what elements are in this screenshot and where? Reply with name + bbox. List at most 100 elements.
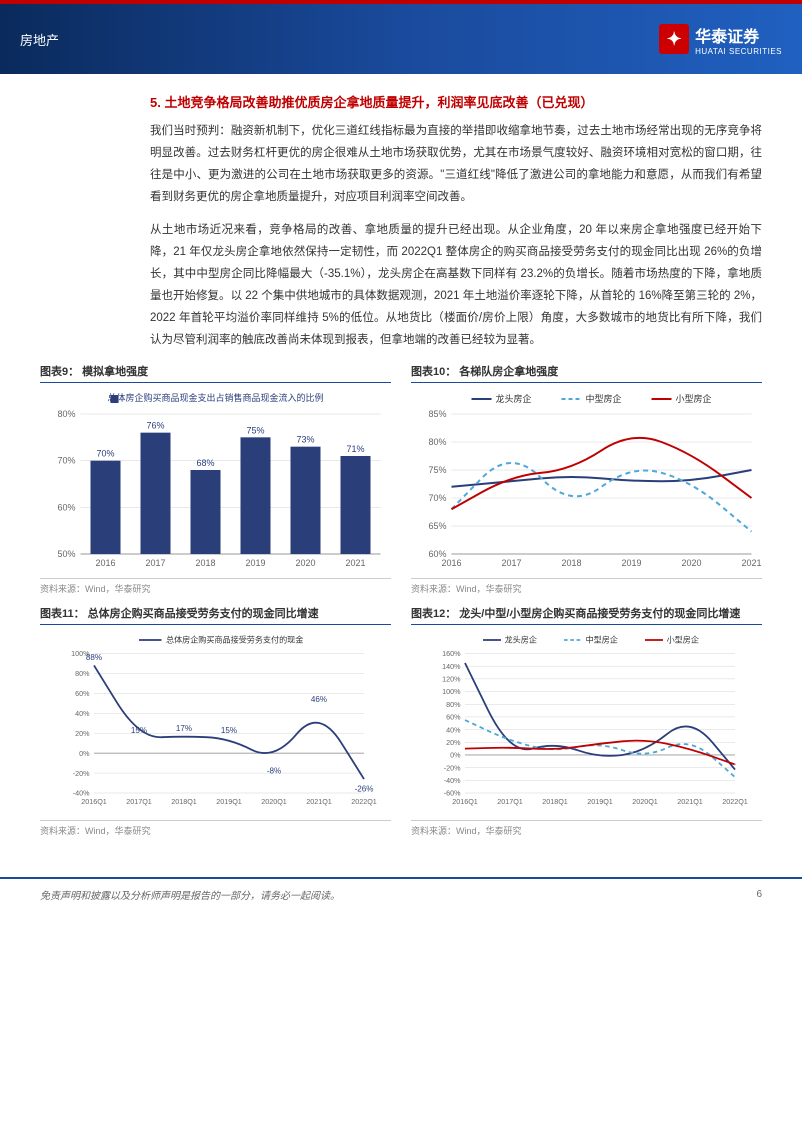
svg-text:40%: 40% — [75, 709, 90, 718]
svg-text:70%: 70% — [57, 456, 75, 466]
svg-text:46%: 46% — [311, 695, 327, 704]
footer-disclaimer: 免责声明和披露以及分析师声明是报告的一部分，请务必一起阅读。 — [40, 887, 340, 902]
page-header: 房地产 ✦ 华泰证券 HUATAI SECURITIES — [0, 4, 802, 74]
svg-text:2019Q1: 2019Q1 — [216, 797, 242, 806]
svg-text:88%: 88% — [86, 653, 102, 662]
svg-text:2019: 2019 — [621, 558, 641, 568]
svg-text:40%: 40% — [446, 726, 461, 735]
svg-text:75%: 75% — [246, 426, 264, 436]
svg-text:60%: 60% — [75, 689, 90, 698]
svg-text:龙头房企: 龙头房企 — [496, 393, 532, 404]
svg-text:-40%: -40% — [444, 776, 461, 785]
svg-text:2018Q1: 2018Q1 — [171, 797, 197, 806]
svg-text:2016: 2016 — [441, 558, 461, 568]
svg-text:85%: 85% — [428, 409, 446, 419]
svg-text:15%: 15% — [131, 726, 147, 735]
svg-text:76%: 76% — [146, 421, 164, 431]
svg-text:中型房企: 中型房企 — [586, 393, 622, 404]
chart-11-source: 资料来源：Wind，华泰研究 — [40, 820, 391, 837]
svg-text:小型房企: 小型房企 — [667, 635, 699, 645]
main-content: 5. 土地竞争格局改善助推优质房企拿地质量提升，利润率见底改善（已兑现） 我们当… — [0, 74, 802, 847]
svg-text:2022Q1: 2022Q1 — [351, 797, 377, 806]
svg-text:2021: 2021 — [345, 558, 365, 568]
svg-text:0%: 0% — [450, 751, 461, 760]
svg-text:2018: 2018 — [561, 558, 581, 568]
svg-text:总体房企购买商品现金支出占销售商品现金流入的比例: 总体房企购买商品现金支出占销售商品现金流入的比例 — [107, 392, 323, 403]
svg-text:2018: 2018 — [195, 558, 215, 568]
section-num: 5. — [150, 95, 161, 110]
chart-12: 图表12： 龙头/中型/小型房企购买商品接受劳务支付的现金同比增速 龙头房企中型… — [411, 605, 762, 837]
footer-page: 6 — [756, 889, 762, 900]
svg-text:2016Q1: 2016Q1 — [81, 797, 107, 806]
chart-12-title: 图表12： 龙头/中型/小型房企购买商品接受劳务支付的现金同比增速 — [411, 605, 762, 625]
svg-text:-26%: -26% — [355, 785, 374, 794]
svg-text:2020: 2020 — [681, 558, 701, 568]
svg-text:20%: 20% — [446, 738, 461, 747]
svg-text:总体房企购买商品接受劳务支付的现金: 总体房企购买商品接受劳务支付的现金 — [166, 635, 303, 645]
svg-text:2016: 2016 — [95, 558, 115, 568]
logo-en: HUATAI SECURITIES — [695, 47, 782, 56]
svg-text:140%: 140% — [442, 662, 461, 671]
svg-text:-20%: -20% — [73, 769, 90, 778]
chart-9-source: 资料来源：Wind，华泰研究 — [40, 578, 391, 595]
svg-text:60%: 60% — [57, 503, 75, 513]
svg-text:2021: 2021 — [741, 558, 761, 568]
chart-11-svg: 总体房企购买商品接受劳务支付的现金 -40%-20%0%20%40%60%80%… — [40, 631, 391, 811]
svg-text:15%: 15% — [221, 726, 237, 735]
svg-text:70%: 70% — [96, 449, 114, 459]
header-logo: ✦ 华泰证券 HUATAI SECURITIES — [659, 23, 782, 56]
svg-text:龙头房企: 龙头房企 — [505, 635, 537, 645]
svg-text:2016Q1: 2016Q1 — [452, 797, 478, 806]
section-text: 土地竞争格局改善助推优质房企拿地质量提升，利润率见底改善（已兑现） — [164, 95, 593, 110]
chart-9: 图表9： 模拟拿地强度 总体房企购买商品现金支出占销售商品现金流入的比例 50%… — [40, 363, 391, 595]
svg-text:-8%: -8% — [267, 767, 281, 776]
svg-text:75%: 75% — [428, 465, 446, 475]
svg-text:160%: 160% — [442, 650, 461, 659]
chart-9-title: 图表9： 模拟拿地强度 — [40, 363, 391, 383]
svg-text:80%: 80% — [57, 409, 75, 419]
svg-text:70%: 70% — [428, 493, 446, 503]
paragraph-2: 从土地市场近况来看，竞争格局的改善、拿地质量的提升已经出现。从企业角度，20 年… — [150, 220, 762, 351]
svg-text:2019Q1: 2019Q1 — [587, 797, 613, 806]
svg-text:2017: 2017 — [145, 558, 165, 568]
svg-text:120%: 120% — [442, 675, 461, 684]
svg-text:2017: 2017 — [501, 558, 521, 568]
svg-text:2018Q1: 2018Q1 — [542, 797, 568, 806]
svg-text:60%: 60% — [446, 713, 461, 722]
chart-10-title: 图表10： 各梯队房企拿地强度 — [411, 363, 762, 383]
svg-text:2020Q1: 2020Q1 — [632, 797, 658, 806]
chart-10: 图表10： 各梯队房企拿地强度 龙头房企中型房企小型房企 60%65%70%75… — [411, 363, 762, 595]
section-title: 5. 土地竞争格局改善助推优质房企拿地质量提升，利润率见底改善（已兑现） — [150, 92, 762, 111]
logo-cn: 华泰证券 — [695, 23, 782, 47]
logo-text: 华泰证券 HUATAI SECURITIES — [695, 23, 782, 56]
svg-text:2017Q1: 2017Q1 — [126, 797, 152, 806]
chart-10-source: 资料来源：Wind，华泰研究 — [411, 578, 762, 595]
chart-12-svg: 龙头房企中型房企小型房企 -60%-40%-20%0%20%40%60%80%1… — [411, 631, 762, 811]
chart-11-title: 图表11： 总体房企购买商品接受劳务支付的现金同比增速 — [40, 605, 391, 625]
svg-text:80%: 80% — [446, 700, 461, 709]
chart-10-svg: 龙头房企中型房企小型房企 60%65%70%75%80%85% 20162017… — [411, 389, 762, 569]
header-category: 房地产 — [20, 30, 59, 49]
svg-text:2021Q1: 2021Q1 — [677, 797, 703, 806]
page-footer: 免责声明和披露以及分析师声明是报告的一部分，请务必一起阅读。 6 — [0, 877, 802, 910]
svg-text:80%: 80% — [428, 437, 446, 447]
svg-text:2017Q1: 2017Q1 — [497, 797, 523, 806]
svg-text:2021Q1: 2021Q1 — [306, 797, 332, 806]
chart-11: 图表11： 总体房企购买商品接受劳务支付的现金同比增速 总体房企购买商品接受劳务… — [40, 605, 391, 837]
paragraph-1: 我们当时预判：融资新机制下，优化三道红线指标最为直接的举措即收缩拿地节奏，过去土… — [150, 121, 762, 208]
chart-12-source: 资料来源：Wind，华泰研究 — [411, 820, 762, 837]
chart-9-svg: 总体房企购买商品现金支出占销售商品现金流入的比例 50%60%70%80% 70… — [40, 389, 391, 569]
svg-text:2022Q1: 2022Q1 — [722, 797, 748, 806]
svg-text:2019: 2019 — [245, 558, 265, 568]
svg-text:100%: 100% — [442, 688, 461, 697]
svg-text:0%: 0% — [79, 749, 90, 758]
svg-text:73%: 73% — [296, 435, 314, 445]
svg-text:-20%: -20% — [444, 764, 461, 773]
svg-text:65%: 65% — [428, 521, 446, 531]
svg-text:71%: 71% — [346, 444, 364, 454]
svg-text:17%: 17% — [176, 724, 192, 733]
svg-text:2020: 2020 — [295, 558, 315, 568]
svg-text:68%: 68% — [196, 458, 214, 468]
logo-icon: ✦ — [659, 24, 689, 54]
svg-text:20%: 20% — [75, 729, 90, 738]
